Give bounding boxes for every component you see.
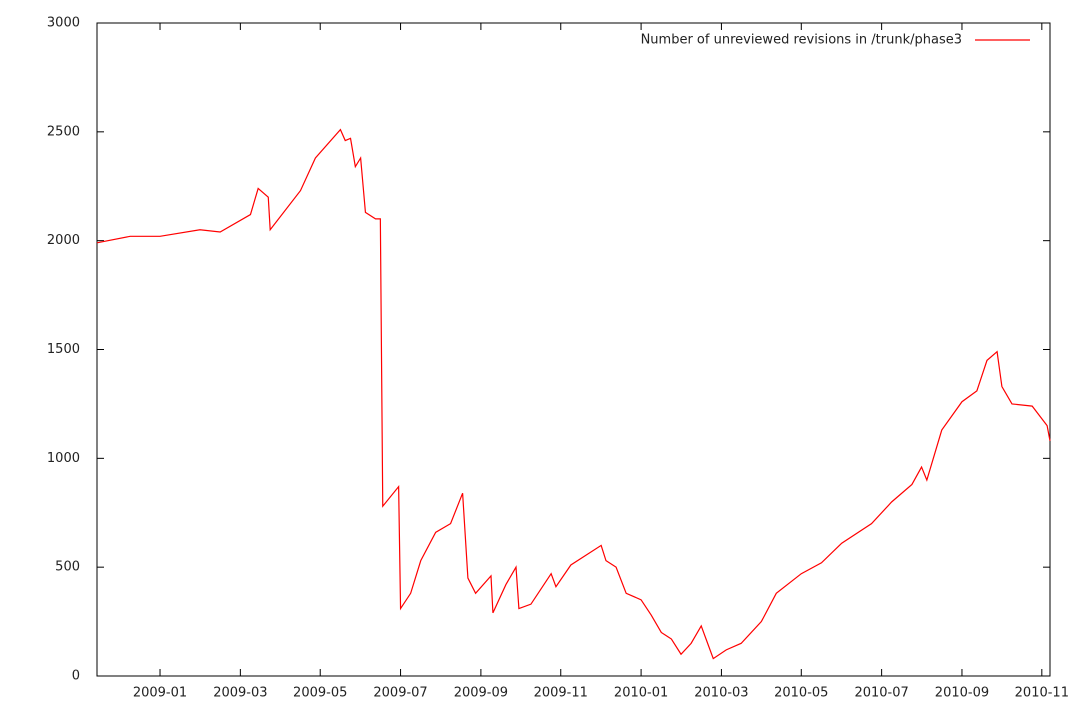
x-tick-label: 2009-07 <box>373 686 427 701</box>
x-tick-label: 2009-01 <box>133 686 187 701</box>
y-tick-label: 3000 <box>47 16 80 31</box>
y-tick-label: 2000 <box>47 233 80 248</box>
y-tick-label: 500 <box>55 560 80 575</box>
x-tick-label: 2009-05 <box>293 686 347 701</box>
plot-frame <box>96 22 1051 677</box>
y-tick-label: 0 <box>72 669 80 684</box>
x-tick-label: 2010-07 <box>854 686 908 701</box>
x-tick-label: 2010-11 <box>1015 686 1069 701</box>
legend-label: Number of unreviewed revisions in /trunk… <box>641 33 962 48</box>
x-tick-label: 2010-01 <box>614 686 668 701</box>
x-tick-label: 2009-09 <box>454 686 508 701</box>
x-tick-label: 2009-11 <box>534 686 588 701</box>
x-tick-label: 2009-03 <box>213 686 267 701</box>
x-tick-label: 2010-09 <box>935 686 989 701</box>
x-tick-label: 2010-03 <box>694 686 748 701</box>
x-tick-label: 2010-05 <box>774 686 828 701</box>
y-tick-label: 1500 <box>47 342 80 357</box>
y-tick-label: 1000 <box>47 451 80 466</box>
y-tick-label: 2500 <box>47 124 80 139</box>
data-line <box>96 128 1051 660</box>
